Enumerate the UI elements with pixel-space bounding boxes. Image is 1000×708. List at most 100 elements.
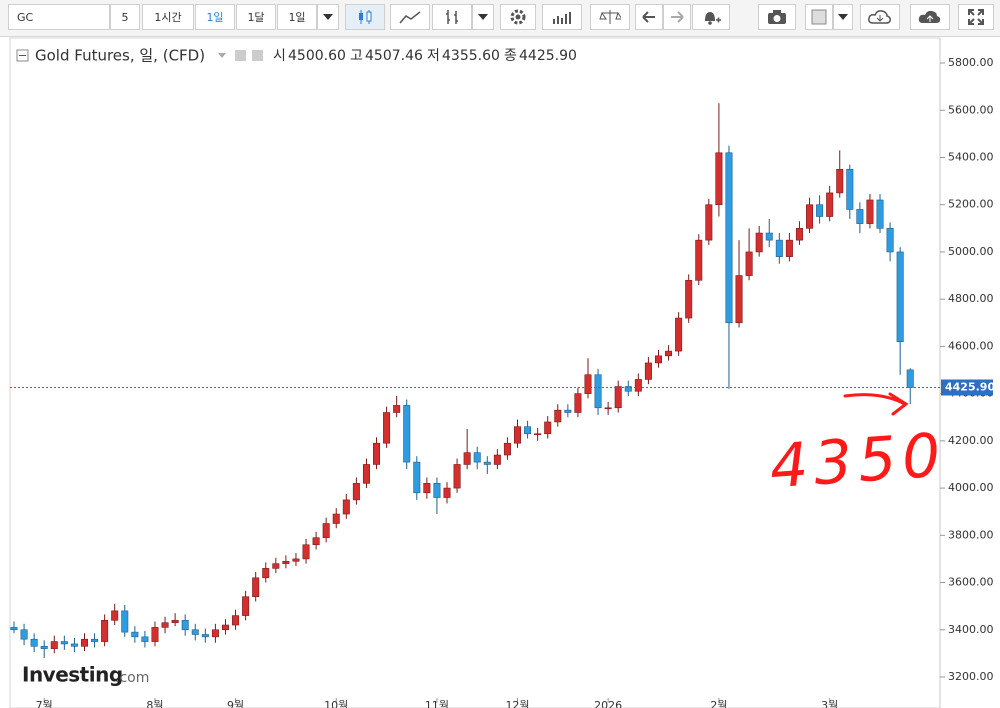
candle-body: [795, 228, 803, 241]
candle-body: [60, 641, 68, 645]
candle-body: [836, 168, 844, 194]
candle-body: [715, 152, 723, 206]
x-tick-label: 3월: [821, 699, 838, 708]
candle-body: [252, 577, 260, 597]
visibility-icon[interactable]: [235, 50, 246, 61]
candle-body: [322, 523, 330, 538]
y-tick-label: 4600.00: [948, 339, 994, 352]
candle-body: [826, 192, 834, 217]
ohlc-value: 4425.90: [519, 48, 577, 64]
type-dropdown[interactable]: [472, 4, 494, 30]
symbol-input[interactable]: GC: [8, 4, 110, 30]
interval-button[interactable]: 1시간: [142, 4, 194, 30]
candle-body: [282, 560, 290, 564]
candle-body: [856, 209, 864, 224]
y-tick-label: 5200.00: [948, 198, 994, 211]
alert-icon[interactable]: [692, 4, 730, 30]
candle-body: [40, 645, 48, 649]
compare-icon[interactable]: [590, 4, 630, 30]
cloud-upload-icon[interactable]: [910, 4, 950, 30]
y-tick-label: 5800.00: [948, 56, 994, 69]
title-dropdown[interactable]: [218, 53, 226, 58]
x-tick-label: 8월: [146, 699, 163, 708]
ohlc-label: 시: [273, 48, 286, 64]
candle-body: [896, 251, 904, 342]
y-tick-label: 3400.00: [948, 623, 994, 636]
color-dropdown[interactable]: [833, 4, 853, 30]
candle-body: [312, 537, 320, 546]
candle-body: [705, 204, 713, 241]
ohlc-label: 고: [350, 48, 363, 64]
ohlc-label: 저: [427, 48, 440, 64]
candle-body: [302, 544, 310, 560]
candle-body: [554, 409, 562, 423]
candle-body: [161, 622, 169, 628]
undo-icon[interactable]: [635, 4, 663, 30]
x-tick-label: 11월: [425, 699, 449, 708]
candle-body: [433, 483, 441, 498]
candle-body: [574, 393, 582, 413]
candle-body: [604, 407, 612, 410]
camera-icon[interactable]: [758, 4, 796, 30]
interval-button[interactable]: 1일: [195, 4, 235, 30]
candle-body: [191, 629, 199, 635]
candle-body: [262, 568, 270, 579]
candle-body: [342, 499, 350, 515]
candle-body: [735, 275, 743, 324]
fullscreen-icon[interactable]: [958, 4, 994, 30]
candle-body: [534, 433, 542, 436]
annotation: 4350: [767, 420, 948, 502]
range-button[interactable]: 1일: [277, 4, 317, 30]
candle-body: [393, 405, 401, 413]
candle-body: [131, 631, 139, 638]
y-tick-label: 3600.00: [948, 576, 994, 589]
interval-button[interactable]: 1달: [236, 4, 276, 30]
candle-body: [242, 596, 250, 616]
indicator-icon[interactable]: [542, 4, 582, 30]
candle-body: [332, 513, 340, 524]
candle-body: [634, 379, 642, 392]
candle-body: [886, 228, 894, 253]
candle-body: [544, 421, 552, 435]
candle-body: [745, 251, 753, 276]
x-tick-label: 12월: [505, 699, 529, 708]
candle-body: [816, 204, 824, 217]
chart-title: Gold Futures, 일, (CFD): [35, 47, 205, 65]
logo-brand: Investing: [22, 663, 123, 687]
candle-body: [80, 638, 88, 647]
candle-body: [473, 452, 481, 463]
candle-body: [50, 641, 58, 649]
candle-body: [564, 409, 572, 413]
count-input[interactable]: 5: [110, 4, 140, 30]
candle-body: [483, 461, 491, 465]
toolbar: GC 5 1시간 1일 1달 1일: [0, 0, 1000, 37]
ohlc-value: 4507.46: [365, 48, 423, 64]
settings-icon[interactable]: [500, 4, 536, 30]
candle-body: [785, 239, 793, 257]
candle-body: [141, 636, 149, 642]
redo-icon[interactable]: [663, 4, 691, 30]
settings-small-icon[interactable]: [252, 50, 263, 61]
candle-body: [403, 405, 411, 463]
candle-body: [70, 643, 78, 647]
y-tick-label: 4200.00: [948, 434, 994, 447]
bar-icon[interactable]: [432, 4, 472, 30]
candle-body: [232, 615, 240, 626]
line-icon[interactable]: [390, 4, 430, 30]
cloud-download-icon[interactable]: [860, 4, 900, 30]
y-tick-label: 4800.00: [948, 292, 994, 305]
candle-icon[interactable]: [345, 4, 385, 30]
candle-body: [524, 426, 532, 435]
range-dropdown[interactable]: [317, 4, 339, 30]
x-tick-label: 2월: [710, 699, 727, 708]
candle-body: [806, 204, 814, 229]
color-icon[interactable]: [805, 4, 833, 30]
candle-body: [665, 350, 673, 357]
candle-body: [685, 279, 693, 319]
candle-body: [111, 610, 119, 621]
candle-body: [151, 627, 159, 642]
candle-body: [10, 627, 18, 631]
x-tick-label: 2026: [594, 699, 622, 708]
candle-body: [423, 483, 431, 494]
candle-body: [181, 620, 189, 631]
